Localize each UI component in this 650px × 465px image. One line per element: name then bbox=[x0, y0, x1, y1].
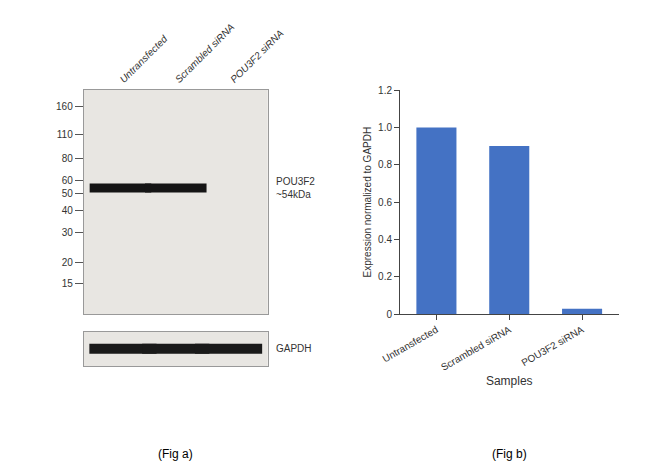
svg-text:60: 60 bbox=[62, 175, 74, 186]
svg-text:Untransfected: Untransfected bbox=[118, 33, 170, 85]
svg-text:Scrambled siRNA: Scrambled siRNA bbox=[439, 324, 513, 373]
svg-text:(Fig a): (Fig a) bbox=[158, 447, 193, 461]
svg-text:0.2: 0.2 bbox=[378, 271, 392, 282]
svg-text:POU3F2 siRNA: POU3F2 siRNA bbox=[519, 324, 585, 369]
svg-text:160: 160 bbox=[56, 101, 73, 112]
svg-text:Untransfected: Untransfected bbox=[380, 324, 439, 365]
svg-text:(Fig b): (Fig b) bbox=[492, 447, 527, 461]
svg-text:1.0: 1.0 bbox=[378, 122, 392, 133]
svg-text:Expression normalized to GAPDH: Expression normalized to GAPDH bbox=[362, 127, 373, 278]
svg-text:30: 30 bbox=[62, 227, 74, 238]
svg-text:0.4: 0.4 bbox=[378, 234, 392, 245]
svg-text:1.2: 1.2 bbox=[378, 85, 392, 96]
svg-text:GAPDH: GAPDH bbox=[276, 343, 312, 354]
svg-text:15: 15 bbox=[62, 278, 74, 289]
svg-text:0.8: 0.8 bbox=[378, 159, 392, 170]
svg-text:Samples: Samples bbox=[486, 374, 533, 388]
svg-text:Scrambled siRNA: Scrambled siRNA bbox=[173, 21, 237, 85]
svg-text:110: 110 bbox=[57, 129, 73, 140]
svg-text:0: 0 bbox=[386, 309, 392, 320]
svg-text:0.6: 0.6 bbox=[378, 197, 392, 208]
svg-text:80: 80 bbox=[62, 153, 74, 164]
svg-text:POU3F2 siRNA: POU3F2 siRNA bbox=[228, 27, 286, 85]
svg-text:20: 20 bbox=[62, 257, 74, 268]
svg-text:50: 50 bbox=[62, 188, 74, 199]
svg-text:POU3F2~54kDa: POU3F2~54kDa bbox=[276, 176, 315, 200]
svg-text:40: 40 bbox=[62, 205, 74, 216]
